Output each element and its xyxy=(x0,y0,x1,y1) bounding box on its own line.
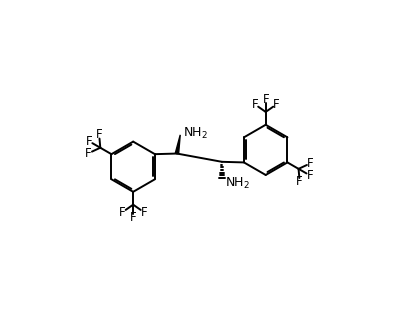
Text: F: F xyxy=(130,211,137,224)
Text: F: F xyxy=(296,175,303,188)
Text: F: F xyxy=(96,128,103,142)
Text: F: F xyxy=(263,93,269,106)
Text: NH$_2$: NH$_2$ xyxy=(225,176,250,191)
Text: F: F xyxy=(141,205,147,218)
Text: F: F xyxy=(273,98,280,111)
Text: NH$_2$: NH$_2$ xyxy=(183,126,208,141)
Text: F: F xyxy=(307,157,314,170)
Text: F: F xyxy=(307,169,313,182)
Text: F: F xyxy=(119,205,126,218)
Text: F: F xyxy=(252,98,259,111)
Text: F: F xyxy=(86,135,93,148)
Text: F: F xyxy=(85,147,92,160)
Polygon shape xyxy=(175,135,180,154)
